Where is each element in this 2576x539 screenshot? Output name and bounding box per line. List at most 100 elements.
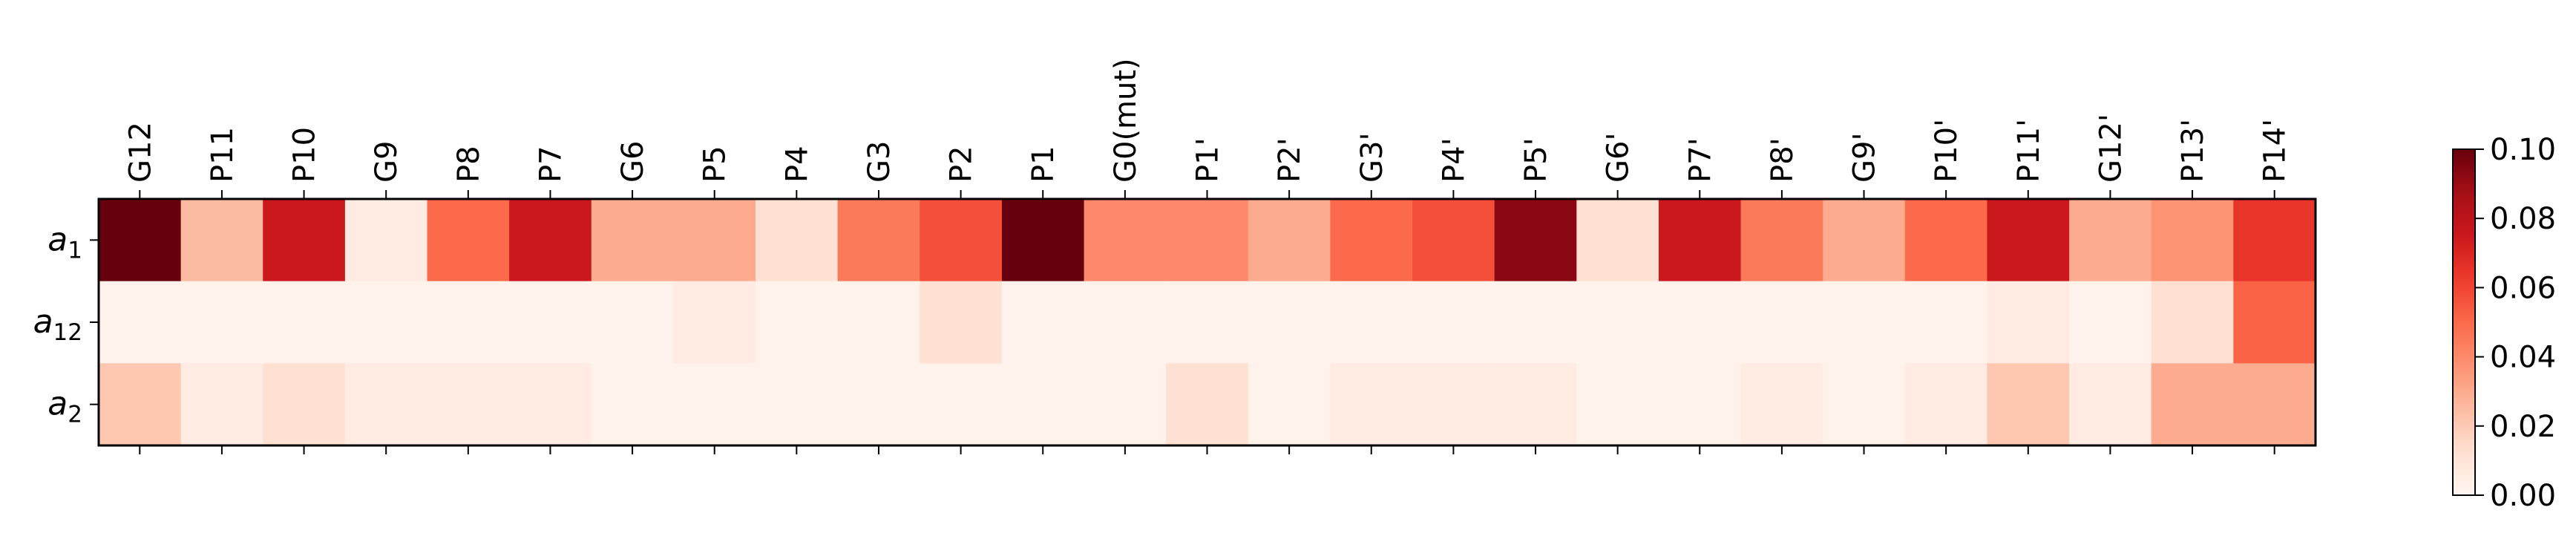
heatmap-cell (1001, 281, 1085, 364)
heatmap-cell (837, 363, 920, 446)
heatmap-cell (1740, 281, 1823, 364)
colorbar-tick-label: 0.10 (2490, 133, 2556, 167)
x-tick-label: P1' (1191, 137, 1225, 183)
heatmap-cell (2233, 363, 2316, 446)
heatmap-cell (2069, 363, 2152, 446)
y-axis: a1 a12 a2 (33, 220, 99, 428)
heatmap-cell (344, 281, 428, 364)
heatmap-cell (1330, 281, 1413, 364)
heatmap-cell (263, 199, 346, 282)
heatmap-cell (1658, 199, 1742, 282)
x-tick-label: P11' (2012, 119, 2046, 183)
heatmap-cell (1576, 281, 1659, 364)
heatmap-cell (1904, 281, 1988, 364)
heatmap-cell (180, 281, 263, 364)
heatmap-cell (263, 363, 346, 446)
heatmap-cell (1084, 281, 1167, 364)
x-tick-label: P8' (1766, 137, 1800, 183)
heatmap-cell (427, 281, 510, 364)
heatmap-cell (427, 363, 510, 446)
heatmap-cell (591, 199, 675, 282)
x-tick-label: P5 (698, 146, 733, 183)
x-tick-label: P8 (452, 146, 486, 183)
heatmap-cell (1166, 281, 1249, 364)
heatmap-cell (509, 199, 592, 282)
heatmap-cell (1494, 363, 1577, 446)
heatmap-cell (1823, 281, 1906, 364)
heatmap-cell (1987, 363, 2070, 446)
heatmap-cell (1740, 363, 1823, 446)
heatmap-cell (2069, 199, 2152, 282)
heatmap-cell (1166, 199, 1249, 282)
colorbar-gradient (2452, 148, 2476, 496)
y-tick-label: a12 (33, 303, 82, 346)
x-tick-label: G9 (370, 141, 404, 183)
heatmap-cell (509, 363, 592, 446)
heatmap-cell (1330, 363, 1413, 446)
x-tick-label: P4' (1437, 137, 1471, 183)
heatmap-cell (344, 199, 428, 282)
heatmap-cell (591, 281, 675, 364)
colorbar-tick-label: 0.00 (2490, 479, 2556, 513)
heatmap-cell (99, 281, 182, 364)
heatmap-cell (1084, 363, 1167, 446)
colorbar-tick-label: 0.04 (2490, 341, 2556, 375)
heatmap-cell (427, 199, 510, 282)
heatmap-cell (1658, 281, 1742, 364)
colorbar-tick-label: 0.06 (2490, 271, 2556, 305)
x-tick-label: G0(mut) (1109, 58, 1143, 183)
x-tick-label: G12 (123, 122, 157, 183)
heatmap-cell (1576, 199, 1659, 282)
heatmap-cell (1001, 199, 1085, 282)
heatmap-cell (1330, 199, 1413, 282)
heatmap-cell (1001, 363, 1085, 446)
heatmap-cell (920, 199, 1003, 282)
heatmap-cell (1823, 199, 1906, 282)
x-tick-label: G12' (2094, 114, 2128, 183)
heatmap-cell (1248, 281, 1331, 364)
x-tick-label: P2' (1273, 137, 1307, 183)
x-axis: G12 P11 P10 G9 P8 P7 G6 P5 P4 G3 P2 P1 G0(mut) P1' P2'… (123, 58, 2292, 454)
x-tick-label: P13' (2176, 119, 2210, 183)
heatmap-cell (756, 281, 839, 364)
heatmap-cell (1904, 363, 1988, 446)
x-tick-label: P14' (2258, 119, 2292, 183)
heatmap-cell (99, 363, 182, 446)
heatmap-cell (1412, 199, 1495, 282)
heatmap-cells (99, 199, 2316, 446)
heatmap-cell (1658, 363, 1742, 446)
heatmap-cell (920, 281, 1003, 364)
heatmap-cell (509, 281, 592, 364)
heatmap-cell (673, 199, 756, 282)
heatmap-cell (180, 199, 263, 282)
heatmap-cell (1740, 199, 1823, 282)
x-tick-label: P10 (288, 127, 322, 183)
heatmap-cell (837, 199, 920, 282)
heatmap-cell (1576, 363, 1659, 446)
colorbar-tick-label: 0.02 (2490, 410, 2556, 444)
x-tick-label: G3 (862, 141, 897, 183)
heatmap-cell (2151, 199, 2234, 282)
y-tick-label: a2 (47, 385, 82, 428)
heatmap-cell (1248, 199, 1331, 282)
heatmap-cell (920, 363, 1003, 446)
heatmap-cell (756, 199, 839, 282)
y-tick-label: a1 (47, 220, 82, 264)
heatmap-cell (837, 281, 920, 364)
colorbar: 0.00 0.02 0.04 0.06 0.08 0.10 (2452, 133, 2556, 513)
x-tick-label: P11 (206, 127, 240, 183)
heatmap-cell (180, 363, 263, 446)
heatmap-cell (2151, 363, 2234, 446)
heatmap-cell (1823, 363, 1906, 446)
x-tick-label: P2 (945, 146, 979, 183)
x-tick-label: G6' (1602, 133, 1636, 183)
heatmap-cell (263, 281, 346, 364)
x-tick-label: G6 (616, 141, 650, 183)
x-tick-label: P5' (1519, 137, 1553, 183)
heatmap-cell (344, 363, 428, 446)
heatmap-cell (2069, 281, 2152, 364)
heatmap-cell (1084, 199, 1167, 282)
x-tick-label: P4 (780, 146, 814, 183)
